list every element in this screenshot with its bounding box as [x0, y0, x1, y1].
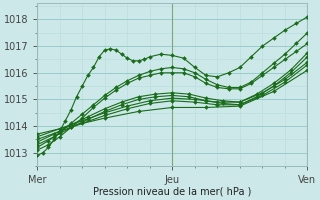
X-axis label: Pression niveau de la mer( hPa ): Pression niveau de la mer( hPa ): [93, 187, 252, 197]
